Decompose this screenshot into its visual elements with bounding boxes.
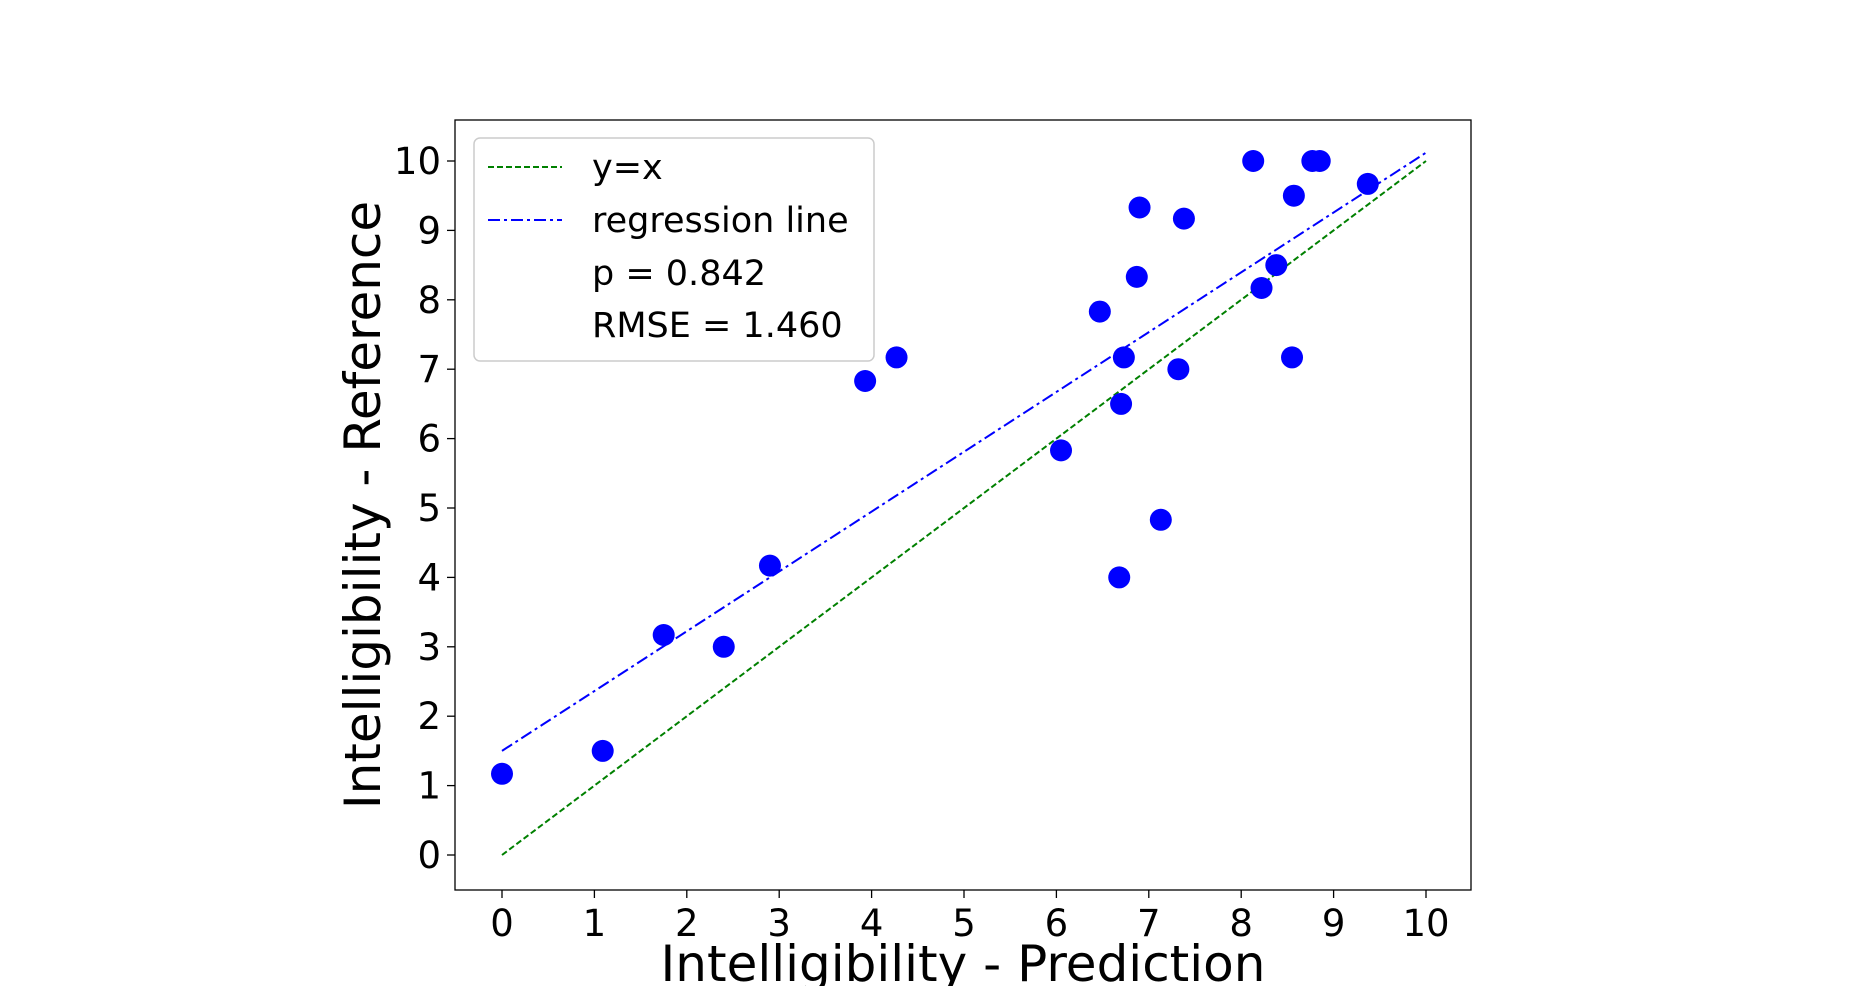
x-tick-label: 8 — [1229, 902, 1253, 945]
data-point — [1125, 265, 1148, 288]
x-tick-label: 6 — [1045, 902, 1069, 945]
data-point — [1242, 150, 1265, 172]
y-tick-label: 9 — [417, 209, 441, 252]
data-point — [1265, 254, 1288, 277]
data-point — [1167, 358, 1190, 381]
data-point — [712, 635, 735, 658]
identity-line — [501, 160, 1427, 856]
data-point — [1128, 196, 1151, 219]
data-point — [758, 554, 781, 577]
data-point — [1282, 184, 1305, 207]
legend-box — [473, 137, 875, 362]
plot-frame — [454, 119, 1472, 891]
data-point — [1356, 172, 1379, 195]
x-tick-label: 4 — [860, 902, 884, 945]
plot-layer — [491, 150, 1427, 856]
axes-layer: 0 1 2 3 4 5 6 7 8 9 10012345678910Intelligibility … — [334, 119, 1472, 986]
y-tick-label: 10 — [394, 140, 441, 183]
x-tick-label: 0 — [490, 902, 514, 945]
data-point — [1149, 508, 1172, 531]
y-tick-label: 7 — [417, 348, 441, 391]
x-tick-label: 2 — [675, 902, 699, 945]
data-point — [1112, 346, 1135, 369]
data-point — [652, 624, 675, 647]
y-tick-label: 8 — [417, 279, 441, 322]
data-point — [491, 762, 513, 785]
legend-p-value: p = 0.842 — [592, 254, 766, 294]
y-tick-label: 1 — [417, 765, 441, 808]
data-point — [1108, 566, 1131, 589]
x-tick-label: 9 — [1322, 902, 1346, 945]
legend-regression-label: regression line — [592, 201, 849, 241]
data-point — [1308, 150, 1331, 172]
x-axis-title: Intelligibility - Prediction — [661, 935, 1266, 986]
x-tick-label: 7 — [1137, 902, 1161, 945]
y-tick-label: 3 — [417, 626, 441, 669]
data-point — [591, 739, 614, 762]
x-tick-label: 3 — [767, 902, 791, 945]
y-tick-label: 6 — [417, 418, 441, 461]
x-tick-label: 5 — [952, 902, 976, 945]
data-point — [1110, 392, 1133, 415]
x-tick-label: 10 — [1402, 902, 1449, 945]
y-tick-label: 2 — [417, 695, 441, 738]
data-point — [1088, 300, 1111, 323]
legend: y=x regression line p = 0.842 RMSE = 1.4… — [473, 137, 875, 362]
y-tick-label: 0 — [417, 834, 441, 877]
data-point — [1281, 346, 1304, 369]
data-point — [1050, 439, 1073, 462]
y-tick-label: 4 — [417, 556, 441, 599]
data-point — [1172, 207, 1195, 230]
data-point — [1250, 277, 1273, 300]
data-point — [854, 369, 877, 392]
legend-rmse: RMSE = 1.460 — [592, 306, 843, 346]
data-point — [885, 346, 908, 369]
x-tick-label: 1 — [583, 902, 607, 945]
y-axis-title: Intelligibility - Reference — [334, 201, 392, 809]
legend-identity-label: y=x — [592, 148, 663, 188]
y-tick-label: 5 — [417, 487, 441, 530]
